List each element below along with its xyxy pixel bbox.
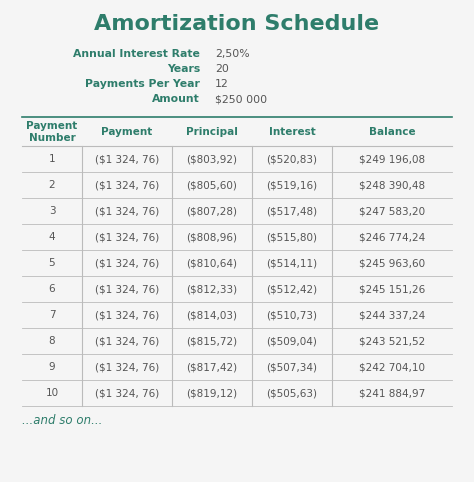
- Text: Years: Years: [167, 64, 200, 74]
- Text: ...and so on...: ...and so on...: [22, 414, 102, 427]
- Text: ($807,28): ($807,28): [186, 206, 237, 216]
- Text: ($510,73): ($510,73): [266, 310, 318, 320]
- Text: ($808,96): ($808,96): [186, 232, 237, 242]
- Text: 2,50%: 2,50%: [215, 49, 250, 59]
- Text: ($519,16): ($519,16): [266, 180, 318, 190]
- Text: ($819,12): ($819,12): [186, 388, 237, 398]
- Text: ($1 324, 76): ($1 324, 76): [95, 336, 159, 346]
- Text: $246 774,24: $246 774,24: [359, 232, 425, 242]
- Text: 6: 6: [49, 284, 55, 294]
- Text: ($1 324, 76): ($1 324, 76): [95, 388, 159, 398]
- Text: $241 884,97: $241 884,97: [359, 388, 425, 398]
- Text: ($509,04): ($509,04): [266, 336, 318, 346]
- Text: Principal: Principal: [186, 127, 238, 137]
- Text: $245 963,60: $245 963,60: [359, 258, 425, 268]
- Text: ($520,83): ($520,83): [266, 154, 318, 164]
- Text: $248 390,48: $248 390,48: [359, 180, 425, 190]
- Text: $247 583,20: $247 583,20: [359, 206, 425, 216]
- Text: Interest: Interest: [269, 127, 315, 137]
- Text: 12: 12: [215, 79, 229, 89]
- Text: 3: 3: [49, 206, 55, 216]
- Text: Payment
Number: Payment Number: [27, 121, 78, 143]
- Text: Annual Interest Rate: Annual Interest Rate: [73, 49, 200, 59]
- Text: ($507,34): ($507,34): [266, 362, 318, 372]
- Text: 9: 9: [49, 362, 55, 372]
- Text: ($515,80): ($515,80): [266, 232, 318, 242]
- Text: 10: 10: [46, 388, 59, 398]
- Text: 8: 8: [49, 336, 55, 346]
- Text: ($517,48): ($517,48): [266, 206, 318, 216]
- Text: $244 337,24: $244 337,24: [359, 310, 425, 320]
- Text: ($1 324, 76): ($1 324, 76): [95, 206, 159, 216]
- Text: ($1 324, 76): ($1 324, 76): [95, 258, 159, 268]
- Text: Amortization Schedule: Amortization Schedule: [94, 14, 380, 34]
- Text: ($512,42): ($512,42): [266, 284, 318, 294]
- Text: ($1 324, 76): ($1 324, 76): [95, 154, 159, 164]
- Text: ($505,63): ($505,63): [266, 388, 318, 398]
- Text: ($1 324, 76): ($1 324, 76): [95, 180, 159, 190]
- Text: ($814,03): ($814,03): [186, 310, 237, 320]
- Text: $250 000: $250 000: [215, 94, 267, 104]
- Text: ($810,64): ($810,64): [186, 258, 237, 268]
- Text: Amount: Amount: [152, 94, 200, 104]
- Text: 1: 1: [49, 154, 55, 164]
- Text: ($812,33): ($812,33): [186, 284, 237, 294]
- Text: $245 151,26: $245 151,26: [359, 284, 425, 294]
- Text: ($803,92): ($803,92): [186, 154, 237, 164]
- Text: $249 196,08: $249 196,08: [359, 154, 425, 164]
- Text: ($805,60): ($805,60): [187, 180, 237, 190]
- Text: 7: 7: [49, 310, 55, 320]
- Text: ($815,72): ($815,72): [186, 336, 237, 346]
- Text: Payment: Payment: [101, 127, 153, 137]
- Text: ($1 324, 76): ($1 324, 76): [95, 310, 159, 320]
- Text: $242 704,10: $242 704,10: [359, 362, 425, 372]
- Text: 5: 5: [49, 258, 55, 268]
- Text: ($1 324, 76): ($1 324, 76): [95, 362, 159, 372]
- Text: ($1 324, 76): ($1 324, 76): [95, 284, 159, 294]
- Text: ($1 324, 76): ($1 324, 76): [95, 232, 159, 242]
- Text: $243 521,52: $243 521,52: [359, 336, 425, 346]
- Text: ($817,42): ($817,42): [186, 362, 237, 372]
- Text: ($514,11): ($514,11): [266, 258, 318, 268]
- Text: 20: 20: [215, 64, 229, 74]
- Text: 4: 4: [49, 232, 55, 242]
- Text: 2: 2: [49, 180, 55, 190]
- Text: Payments Per Year: Payments Per Year: [85, 79, 200, 89]
- Text: Balance: Balance: [369, 127, 415, 137]
